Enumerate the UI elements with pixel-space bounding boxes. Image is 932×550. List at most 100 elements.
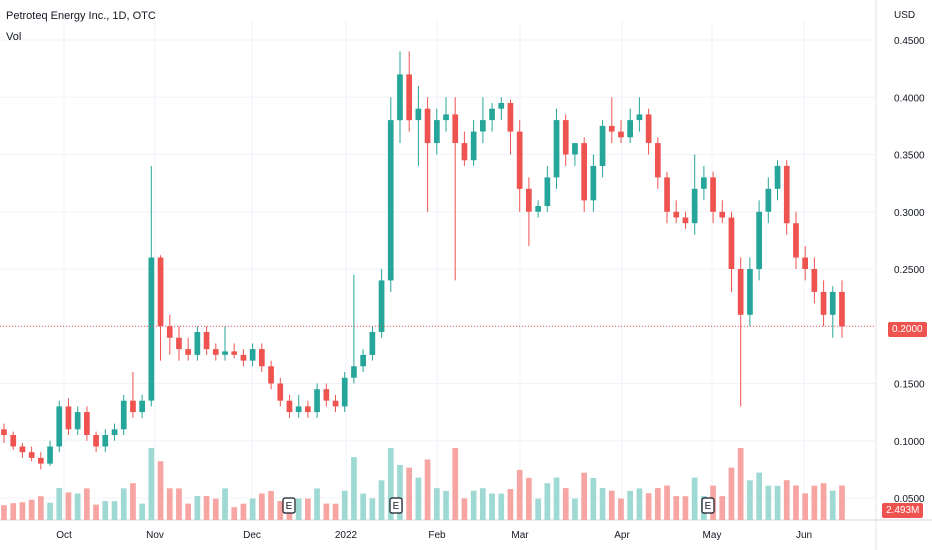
candle-body	[793, 223, 799, 258]
volume-bar	[378, 480, 385, 520]
candle-body	[645, 114, 652, 143]
volume-bar	[277, 501, 284, 520]
candle-body	[710, 177, 716, 212]
volume-bar	[56, 488, 63, 520]
candle-body	[360, 354, 366, 367]
candle-body	[728, 217, 735, 269]
volume-bar	[516, 469, 523, 520]
candle-body	[747, 269, 753, 315]
candle-body	[212, 349, 219, 355]
volume-bar	[618, 498, 624, 520]
volume-bar	[645, 493, 652, 520]
candle-body	[84, 412, 90, 435]
volume-bar	[526, 477, 532, 520]
x-tick-label: Mar	[511, 530, 529, 541]
candle-body	[139, 400, 145, 413]
volume-bar	[590, 478, 597, 520]
candle-body	[756, 211, 762, 270]
candle-body	[811, 269, 818, 292]
candle-body	[470, 131, 477, 161]
volume-bar	[507, 489, 514, 520]
volume-bar	[120, 488, 127, 520]
candle-body	[581, 143, 587, 201]
candle-body	[544, 177, 551, 206]
volume-bar	[682, 496, 689, 520]
y-tick-label: 0.1500	[894, 380, 925, 391]
candle-body	[351, 366, 357, 378]
candle-body	[111, 429, 118, 435]
volume-bar	[756, 472, 762, 520]
volume-bar	[240, 503, 247, 520]
volume-bar	[489, 493, 495, 520]
candle-body	[277, 383, 284, 401]
volume-bar	[19, 502, 26, 520]
earnings-marker-label: E	[286, 501, 293, 512]
candle-body	[434, 120, 440, 143]
y-tick-label: 0.4500	[894, 36, 925, 47]
volume-bar	[194, 495, 201, 520]
volume-bar	[369, 498, 376, 520]
candle-body	[240, 354, 247, 361]
last-volume-tag: 2.493M	[882, 503, 924, 518]
candle-body	[369, 332, 376, 355]
earnings-marker	[282, 497, 296, 514]
candle-body	[378, 280, 385, 332]
volume-bar	[793, 485, 799, 520]
candle-body	[38, 457, 44, 464]
volume-bar	[38, 496, 44, 520]
volume-bar	[93, 504, 99, 520]
candle-body	[120, 400, 127, 430]
candle-body	[28, 452, 35, 458]
earnings-marker	[701, 497, 715, 514]
y-tick-label: 0.1000	[894, 437, 925, 448]
candle-body	[572, 143, 578, 155]
candle-body	[424, 108, 431, 144]
volume-bar	[747, 480, 753, 520]
candle-body	[415, 108, 422, 121]
candle-body	[765, 188, 772, 212]
candle-body	[636, 114, 643, 121]
volume-bar	[295, 498, 302, 520]
volume-bar	[783, 480, 790, 520]
x-tick-label: Dec	[243, 530, 261, 541]
volume-bar	[829, 490, 836, 520]
candle-body	[47, 446, 53, 464]
earnings-marker-label: E	[705, 501, 712, 512]
volume-bar	[470, 490, 477, 520]
volume-bar	[673, 496, 680, 520]
volume-bar	[360, 493, 366, 520]
volume-bar	[544, 483, 551, 520]
volume-bar	[249, 498, 256, 520]
candle-body	[627, 120, 633, 138]
candle-body	[618, 131, 624, 138]
y-tick-label: 0.3500	[894, 151, 925, 162]
candle-body	[203, 332, 210, 350]
y-tick-label: 0.3000	[894, 208, 925, 219]
candle-body	[452, 114, 459, 143]
y-tick-label: 0.2500	[894, 265, 925, 276]
volume-bar	[130, 483, 136, 520]
chart-title: Petroteq Energy Inc., 1D, OTC	[6, 10, 156, 22]
candle-body	[489, 108, 495, 121]
volume-bar	[608, 490, 615, 520]
volume-bar	[415, 477, 422, 520]
candle-body	[590, 165, 597, 201]
volume-bar	[212, 498, 219, 520]
x-tick-label: Jun	[796, 530, 812, 541]
volume-bar	[599, 488, 606, 520]
candle-body	[608, 125, 615, 132]
volume-bar	[636, 488, 643, 520]
candle-body	[461, 143, 468, 161]
volume-bar	[203, 496, 210, 520]
candle-body	[185, 349, 191, 355]
volume-label: Vol	[6, 31, 22, 43]
volume-bar	[397, 464, 403, 520]
candle-body	[397, 74, 403, 121]
volume-bar	[259, 493, 265, 520]
candle-body	[701, 177, 707, 189]
volume-bar	[139, 503, 145, 520]
candle-body	[341, 377, 348, 407]
last-price-tag: 0.2000	[888, 322, 927, 337]
volume-bar	[461, 498, 468, 520]
